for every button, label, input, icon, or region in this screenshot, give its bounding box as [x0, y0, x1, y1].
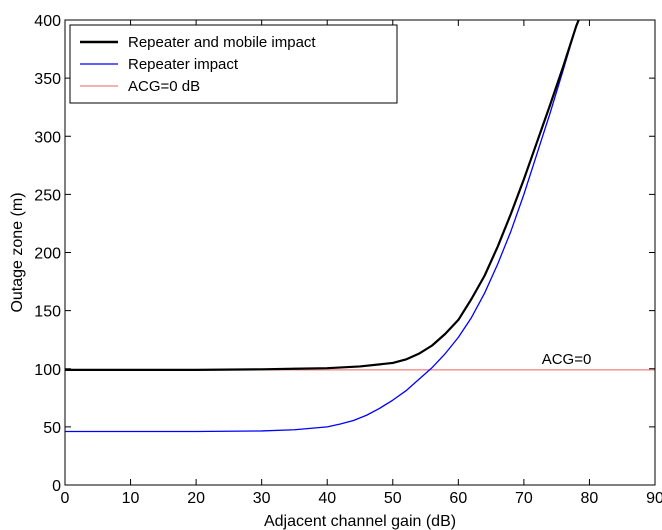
y-tick-label: 50 [43, 420, 61, 437]
x-tick-label: 80 [581, 490, 599, 507]
y-tick-label: 300 [34, 129, 61, 146]
x-tick-label: 0 [61, 490, 70, 507]
y-tick-label: 200 [34, 246, 61, 263]
y-axis-label: Outage zone (m) [9, 192, 26, 312]
legend: Repeater and mobile impact Repeater impac… [69, 24, 398, 104]
legend-box [69, 24, 398, 104]
y-tick-label: 0 [52, 478, 61, 495]
x-tick-label: 10 [122, 490, 140, 507]
y-tick-label: 350 [34, 71, 61, 88]
annotation-label: ACG=0 [542, 351, 592, 368]
series-layer [65, 20, 655, 433]
y-tick-label: 100 [34, 362, 61, 379]
legend-label-1: Repeater and mobile impact [128, 34, 316, 51]
x-tick-label: 40 [318, 490, 336, 507]
x-axis-label: Adjacent channel gain (dB) [264, 513, 456, 530]
axes-layer: 0 10 20 30 40 50 60 70 80 90 0 50 100 150 200 250 300 350… [34, 13, 662, 507]
x-tick-label: 20 [187, 490, 205, 507]
series-line-1 [65, 20, 580, 372]
y-tick-label: 250 [34, 187, 61, 204]
x-tick-label: 90 [646, 490, 662, 507]
y-tick-label: 150 [34, 304, 61, 321]
x-tick-label: 30 [253, 490, 271, 507]
y-tick-label: 400 [34, 13, 61, 30]
legend-label-3: ACG=0 dB [128, 78, 200, 95]
legend-label-2: Repeater impact [128, 56, 239, 73]
x-tick-label: 50 [384, 490, 402, 507]
x-tick-label: 60 [449, 490, 467, 507]
x-tick-label: 70 [515, 490, 533, 507]
series-line-2 [65, 20, 580, 433]
